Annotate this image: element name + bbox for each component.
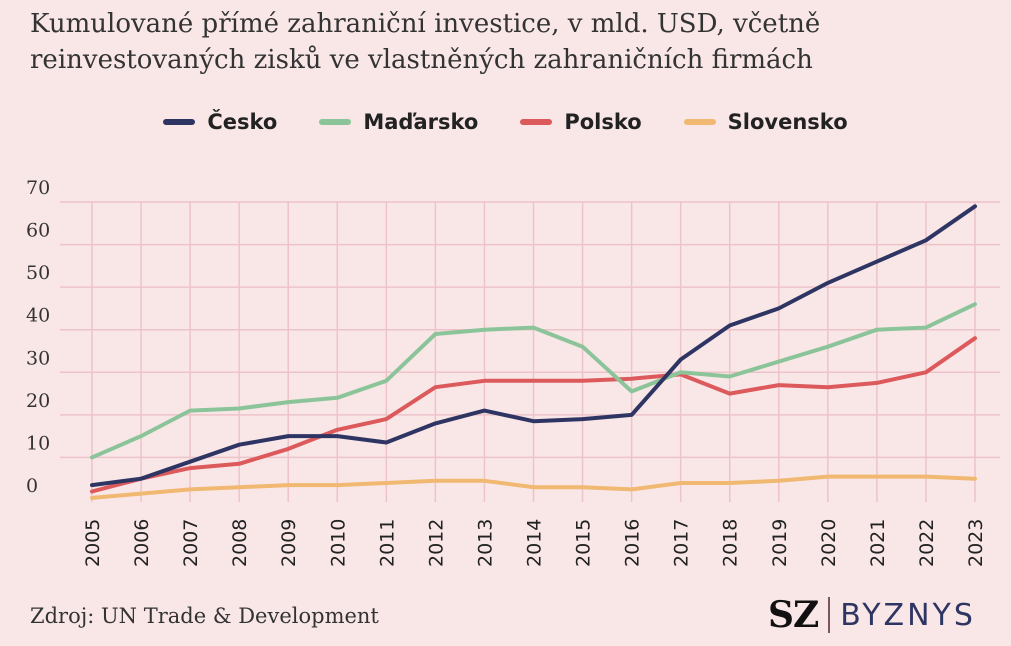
series-line-madarsko: [90, 302, 977, 460]
legend-item-slovensko: Slovensko: [683, 110, 848, 134]
chart-legend: Česko Maďarsko Polsko Slovensko: [0, 110, 1011, 134]
legend-label-slovensko: Slovensko: [727, 110, 848, 134]
y-tick-label-50: 50: [26, 262, 50, 284]
x-tick-label-2007: 2007: [180, 519, 202, 567]
x-tick-label-2013: 2013: [474, 519, 496, 567]
series-line-slovensko: [90, 474, 977, 500]
x-tick-label-2021: 2021: [867, 519, 889, 567]
x-tick-label-2015: 2015: [573, 519, 595, 567]
y-tick-label-30: 30: [26, 347, 50, 369]
legend-item-madarsko: Maďarsko: [319, 110, 478, 134]
x-tick-label-2014: 2014: [524, 519, 546, 567]
y-tick-label-40: 40: [26, 305, 50, 327]
legend-swatch-polsko: [520, 119, 553, 125]
logo-byznys: BYZNYS: [840, 597, 976, 633]
x-tick-label-2019: 2019: [769, 519, 791, 567]
y-tick-label-70: 70: [26, 177, 50, 199]
line-chart: 0 10 20 30 40 50 60 70 2005 2006 2007 2008 2009 2010 2…: [26, 177, 1000, 567]
x-tick-label-2022: 2022: [916, 519, 938, 567]
series-line-polsko: [90, 336, 977, 494]
x-tick-label-2017: 2017: [671, 519, 693, 567]
x-tick-label-2018: 2018: [720, 519, 742, 567]
source-note: Zdroj: UN Trade & Development: [30, 604, 379, 628]
legend-label-madarsko: Maďarsko: [363, 110, 479, 134]
x-tick-label-2008: 2008: [229, 519, 251, 567]
legend-label-polsko: Polsko: [564, 110, 642, 134]
chart-title-line-1: Kumulované přímé zahraniční investice, v…: [30, 9, 821, 39]
y-tick-label-20: 20: [26, 390, 50, 412]
x-tick-label-2011: 2011: [376, 519, 398, 567]
series-line-cesko: [90, 204, 977, 488]
logo-sz: SZ: [768, 594, 819, 636]
x-tick-label-2006: 2006: [131, 519, 153, 567]
y-tick-label-10: 10: [26, 432, 50, 454]
x-tick-label-2012: 2012: [425, 519, 447, 567]
legend-swatch-madarsko: [319, 119, 352, 125]
x-tick-label-2016: 2016: [622, 519, 644, 567]
x-tick-label-2020: 2020: [818, 519, 840, 567]
legend-swatch-cesko: [163, 119, 196, 125]
legend-label-cesko: Česko: [207, 110, 278, 134]
legend-item-cesko: Česko: [163, 110, 277, 134]
logo-divider: [828, 597, 831, 633]
legend-swatch-slovensko: [683, 119, 716, 125]
y-tick-label-0: 0: [26, 475, 38, 497]
x-tick-label-2010: 2010: [327, 519, 349, 567]
x-tick-label-2005: 2005: [82, 519, 104, 567]
x-tick-label-2009: 2009: [278, 519, 300, 567]
sz-byznys-logo: SZ BYZNYS: [768, 592, 976, 638]
x-tick-label-2023: 2023: [965, 519, 987, 567]
legend-item-polsko: Polsko: [520, 110, 642, 134]
chart-title-line-2: reinvestovaných zisků ve vlastněných zah…: [30, 45, 813, 75]
chart-title: Kumulované přímé zahraniční investice, v…: [30, 6, 980, 78]
y-tick-label-60: 60: [26, 220, 50, 242]
